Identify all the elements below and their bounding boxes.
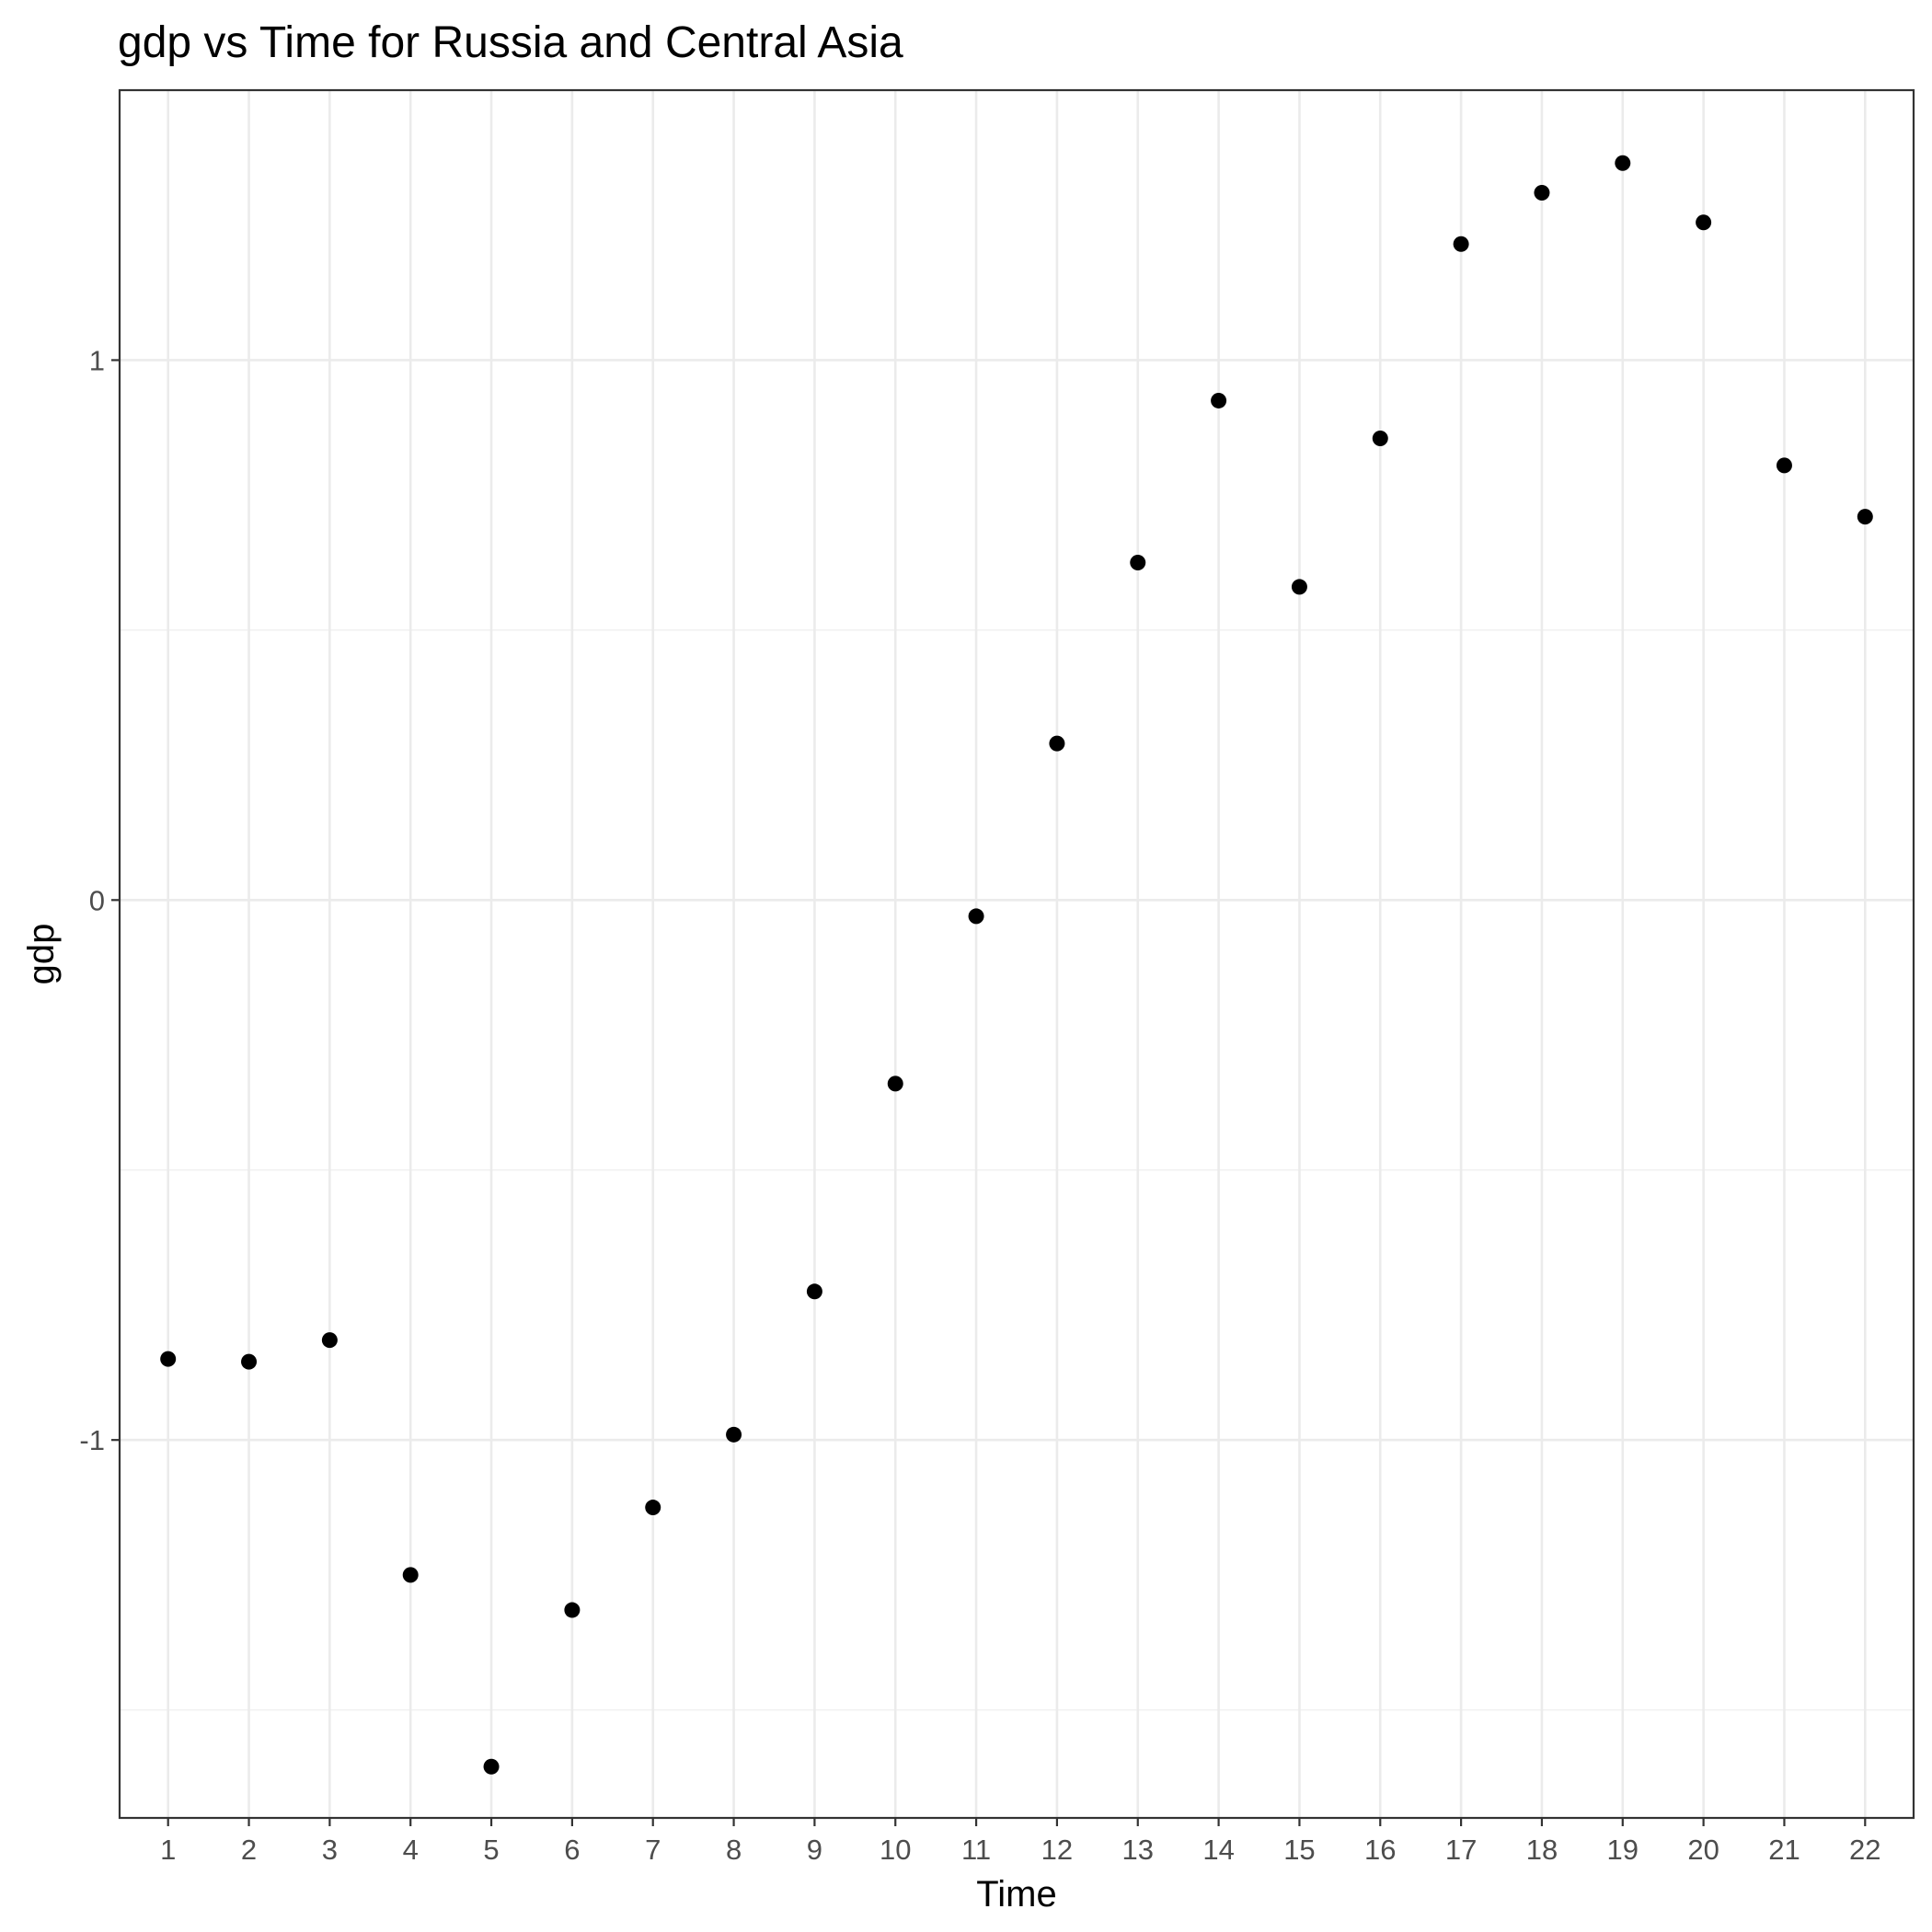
x-tick-label: 21 — [1768, 1834, 1800, 1866]
major-gridlines — [120, 90, 1914, 1818]
x-axis-title: Time — [976, 1874, 1056, 1915]
x-tick-label: 4 — [403, 1834, 419, 1866]
x-tick-label: 20 — [1687, 1834, 1719, 1866]
x-tick-label: 18 — [1526, 1834, 1558, 1866]
data-point — [726, 1426, 742, 1443]
data-point — [887, 1075, 903, 1092]
data-point — [241, 1353, 258, 1370]
x-tick-label: 22 — [1849, 1834, 1880, 1866]
data-point — [1857, 509, 1873, 525]
x-tick-label: 11 — [961, 1834, 991, 1866]
data-point — [1534, 185, 1550, 201]
data-point — [968, 908, 984, 925]
x-tick-label: 5 — [483, 1834, 499, 1866]
data-point — [1372, 431, 1388, 447]
x-tick-label: 15 — [1283, 1834, 1315, 1866]
y-tick-label: 0 — [89, 884, 105, 916]
y-tick-label: -1 — [79, 1424, 105, 1456]
x-tick-label: 7 — [645, 1834, 661, 1866]
data-point — [321, 1332, 338, 1349]
data-point — [160, 1351, 177, 1367]
data-point — [1696, 214, 1712, 231]
data-point — [1453, 236, 1469, 252]
data-point — [806, 1283, 822, 1300]
y-tick-label: 1 — [89, 344, 105, 376]
x-tick-label: 2 — [241, 1834, 257, 1866]
x-tick-label: 17 — [1445, 1834, 1477, 1866]
data-point — [1211, 392, 1227, 408]
data-point — [564, 1602, 581, 1618]
plot-background — [120, 90, 1914, 1818]
data-point — [402, 1567, 419, 1583]
x-tick-label: 12 — [1041, 1834, 1073, 1866]
data-point — [1130, 555, 1146, 571]
x-tick-label: 6 — [564, 1834, 580, 1866]
x-tick-label: 19 — [1607, 1834, 1639, 1866]
data-points — [160, 155, 1873, 1775]
data-point — [1615, 155, 1631, 171]
data-point — [1049, 735, 1065, 752]
x-tick-label: 8 — [726, 1834, 742, 1866]
x-axis: 1 2 3 4 5 6 7 8 9 10 11 12 13 14 15 16 17 18 19 20 21 22 — [160, 1818, 1881, 1866]
y-axis: -1 0 1 — [79, 344, 120, 1456]
x-tick-label: 14 — [1202, 1834, 1234, 1866]
data-point — [1776, 457, 1792, 474]
data-point — [483, 1758, 500, 1775]
data-point — [1291, 579, 1307, 595]
x-tick-label: 16 — [1364, 1834, 1396, 1866]
x-tick-label: 13 — [1122, 1834, 1154, 1866]
x-tick-label: 1 — [160, 1834, 176, 1866]
y-axis-title: gdp — [21, 924, 62, 985]
x-tick-label: 9 — [807, 1834, 822, 1866]
data-point — [645, 1500, 661, 1516]
x-tick-label: 10 — [880, 1834, 911, 1866]
chart-title: gdp vs Time for Russia and Central Asia — [118, 18, 903, 67]
plot-panel-border — [118, 88, 1915, 1820]
x-tick-label: 3 — [322, 1834, 338, 1866]
